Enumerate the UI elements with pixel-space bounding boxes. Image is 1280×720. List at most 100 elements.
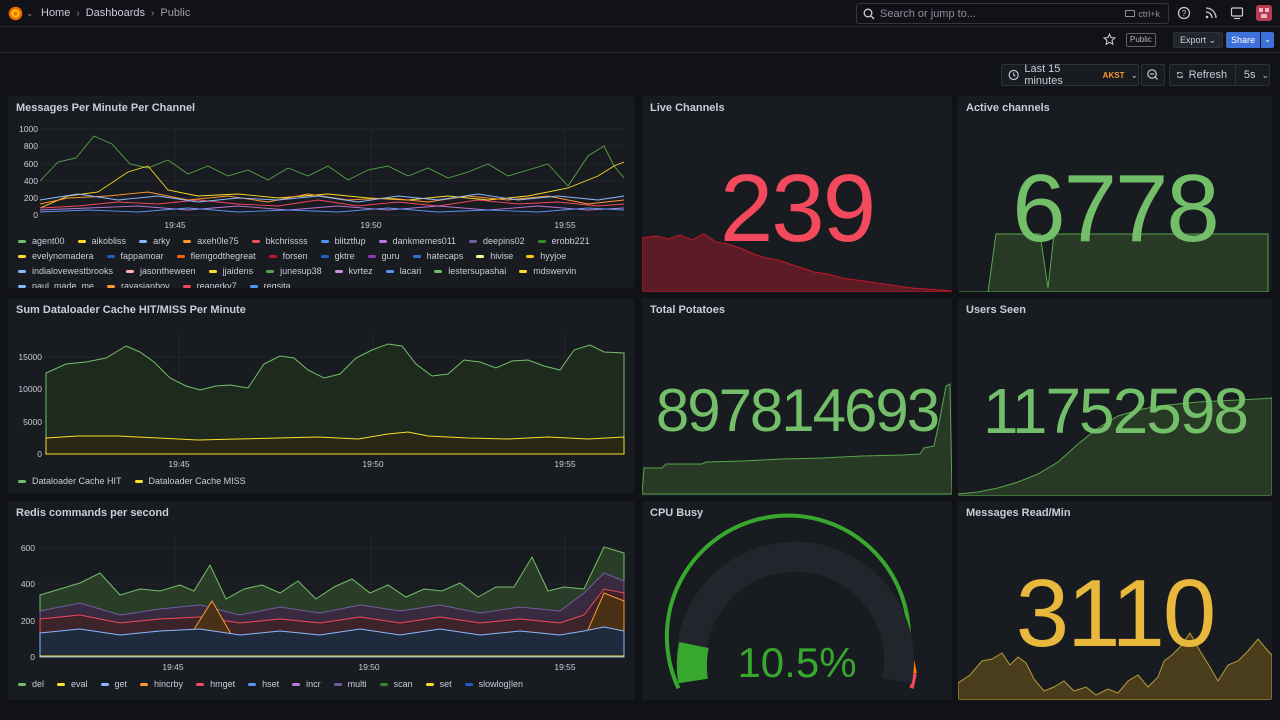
export-button[interactable]: Export ⌄ bbox=[1173, 32, 1224, 48]
legend-item[interactable]: bkchrissss bbox=[251, 236, 308, 246]
panel-cpu-busy[interactable]: CPU Busy 10.5% bbox=[642, 501, 952, 700]
legend-item[interactable]: reaperky7 bbox=[182, 281, 237, 288]
legend-item[interactable]: rayasianboy bbox=[107, 281, 170, 288]
legend-item[interactable]: scan bbox=[379, 679, 413, 689]
zoom-out-button[interactable] bbox=[1141, 64, 1165, 86]
panel-title[interactable]: Active channels bbox=[966, 102, 1050, 114]
monitor-icon[interactable] bbox=[1230, 6, 1244, 20]
legend-item[interactable]: lestersupashai bbox=[434, 266, 506, 276]
legend-item[interactable]: incr bbox=[292, 679, 321, 689]
legend-item[interactable]: get bbox=[100, 679, 127, 689]
grafana-logo-icon[interactable] bbox=[7, 5, 24, 22]
panel-messages-per-minute[interactable]: 1000 800 600 400 200 0 19:45 19:50 19:55 bbox=[8, 96, 634, 288]
legend-item[interactable]: hatecaps bbox=[412, 251, 463, 261]
star-icon[interactable] bbox=[1103, 33, 1116, 46]
panel-users-seen[interactable]: Users Seen 11752598 bbox=[958, 298, 1272, 496]
legend-swatch bbox=[140, 682, 149, 686]
legend-item[interactable]: Dataloader Cache HIT bbox=[18, 476, 122, 486]
y-tick-label: 15000 bbox=[18, 352, 42, 362]
legend-item[interactable]: deepins02 bbox=[469, 236, 525, 246]
legend-item[interactable]: gktre bbox=[320, 251, 355, 261]
search-input[interactable]: Search or jump to... ctrl+k bbox=[856, 3, 1169, 24]
legend-item[interactable]: paul_made_me bbox=[18, 281, 94, 288]
legend-swatch bbox=[320, 239, 329, 243]
legend-item[interactable]: jjaidens bbox=[208, 266, 253, 276]
avatar[interactable] bbox=[1256, 5, 1272, 21]
panel-title[interactable]: Messages Per Minute Per Channel bbox=[16, 102, 196, 114]
legend-item[interactable]: flemgodthegreat bbox=[176, 251, 256, 261]
legend-item[interactable]: erobb221 bbox=[537, 236, 590, 246]
legend-item[interactable]: regsita bbox=[249, 281, 291, 288]
legend-item[interactable]: hivise bbox=[476, 251, 513, 261]
legend-label: incr bbox=[306, 679, 321, 689]
legend-item[interactable]: hincrby bbox=[140, 679, 183, 689]
legend-label: indialovewestbrooks bbox=[32, 266, 114, 276]
legend-item[interactable]: mdswervin bbox=[519, 266, 576, 276]
legend-item[interactable]: multi bbox=[333, 679, 367, 689]
series-line-arky bbox=[39, 193, 625, 203]
legend-item[interactable]: Dataloader Cache MISS bbox=[134, 476, 246, 486]
legend-item[interactable]: set bbox=[425, 679, 452, 689]
panel-title[interactable]: Live Channels bbox=[650, 102, 725, 114]
legend-item[interactable]: hmget bbox=[196, 679, 235, 689]
legend-item[interactable]: kvrtez bbox=[334, 266, 373, 276]
panel-active-channels[interactable]: Active channels 6778 bbox=[958, 96, 1272, 292]
panel-title[interactable]: CPU Busy bbox=[650, 507, 704, 519]
time-range-picker[interactable]: Last 15 minutes AKST ⌄ bbox=[1001, 63, 1139, 87]
legend-item[interactable]: junesup38 bbox=[266, 266, 322, 276]
legend-item[interactable]: del bbox=[18, 679, 44, 689]
panel-total-potatoes[interactable]: Total Potatoes 897814693 bbox=[642, 298, 952, 496]
rss-icon[interactable] bbox=[1204, 6, 1218, 20]
legend-label: lacari bbox=[399, 266, 422, 276]
legend-item[interactable]: fappamoar bbox=[106, 251, 164, 261]
refresh-picker[interactable]: Refresh 5s ⌄ bbox=[1169, 64, 1270, 86]
panel-messages-read[interactable]: Messages Read/Min 3110 bbox=[958, 501, 1272, 700]
legend-swatch bbox=[77, 239, 86, 243]
legend-item[interactable]: eval bbox=[57, 679, 88, 689]
legend-swatch bbox=[526, 254, 535, 258]
panel-title[interactable]: Sum Dataloader Cache HIT/MISS Per Minute bbox=[16, 304, 246, 316]
legend-item[interactable]: hset bbox=[248, 679, 279, 689]
refresh-icon bbox=[1176, 71, 1183, 79]
legend-item[interactable]: evelynomadera bbox=[18, 251, 94, 261]
panel-live-channels[interactable]: Live Channels 239 bbox=[642, 96, 952, 292]
dashboard-toolbar bbox=[0, 27, 1280, 53]
share-options-button[interactable]: ⌄ bbox=[1261, 32, 1274, 48]
legend-item[interactable]: slowlog|len bbox=[464, 679, 523, 689]
series-area-hit bbox=[45, 343, 625, 455]
x-tick-label: 19:45 bbox=[164, 220, 186, 230]
legend-item[interactable]: jasontheween bbox=[126, 266, 196, 276]
panel-title[interactable]: Messages Read/Min bbox=[966, 507, 1071, 519]
legend-item[interactable]: arky bbox=[139, 236, 170, 246]
legend-item[interactable]: blitztfup bbox=[320, 236, 366, 246]
panel-redis-commands[interactable]: 600 400 200 0 19:45 19:50 19:55 Redis co… bbox=[8, 501, 634, 700]
stat-value: 11752598 bbox=[983, 375, 1249, 447]
breadcrumb-home[interactable]: Home bbox=[41, 7, 71, 19]
legend-item[interactable]: indialovewestbrooks bbox=[18, 266, 113, 276]
legend-item[interactable]: axeh0le75 bbox=[183, 236, 239, 246]
legend-item[interactable]: hyyjoe bbox=[526, 251, 566, 261]
legend-swatch bbox=[268, 254, 277, 258]
panel-title[interactable]: Total Potatoes bbox=[650, 304, 725, 316]
y-tick-label: 0 bbox=[33, 210, 38, 220]
time-range-label: Last 15 minutes bbox=[1024, 63, 1063, 87]
help-icon[interactable]: ? bbox=[1177, 6, 1191, 20]
breadcrumb-dashboards[interactable]: Dashboards bbox=[85, 7, 146, 19]
legend-item[interactable]: dankmemes011 bbox=[378, 236, 456, 246]
x-tick-label: 19:55 bbox=[554, 459, 576, 469]
panel-dataloader-cache[interactable]: 15000 10000 5000 0 19:45 19:50 19:55 Sum… bbox=[8, 298, 634, 494]
panel-title[interactable]: Redis commands per second bbox=[16, 507, 169, 519]
menu-caret-icon[interactable]: ⌄ bbox=[26, 8, 34, 18]
refresh-interval[interactable]: 5s bbox=[1243, 69, 1256, 81]
legend-item[interactable]: aikobliss bbox=[77, 236, 126, 246]
chart-legend: agent00 aikobliss arky axeh0le75 bkchris… bbox=[18, 236, 628, 288]
legend-item[interactable]: forsen bbox=[268, 251, 308, 261]
panel-title[interactable]: Users Seen bbox=[966, 304, 1026, 316]
legend-item[interactable]: agent00 bbox=[18, 236, 65, 246]
series-lines bbox=[39, 135, 625, 213]
legend-item[interactable]: lacari bbox=[385, 266, 422, 276]
share-button[interactable]: Share bbox=[1226, 32, 1260, 48]
legend-label: deepins02 bbox=[483, 236, 525, 246]
legend-item[interactable]: guru bbox=[367, 251, 400, 261]
